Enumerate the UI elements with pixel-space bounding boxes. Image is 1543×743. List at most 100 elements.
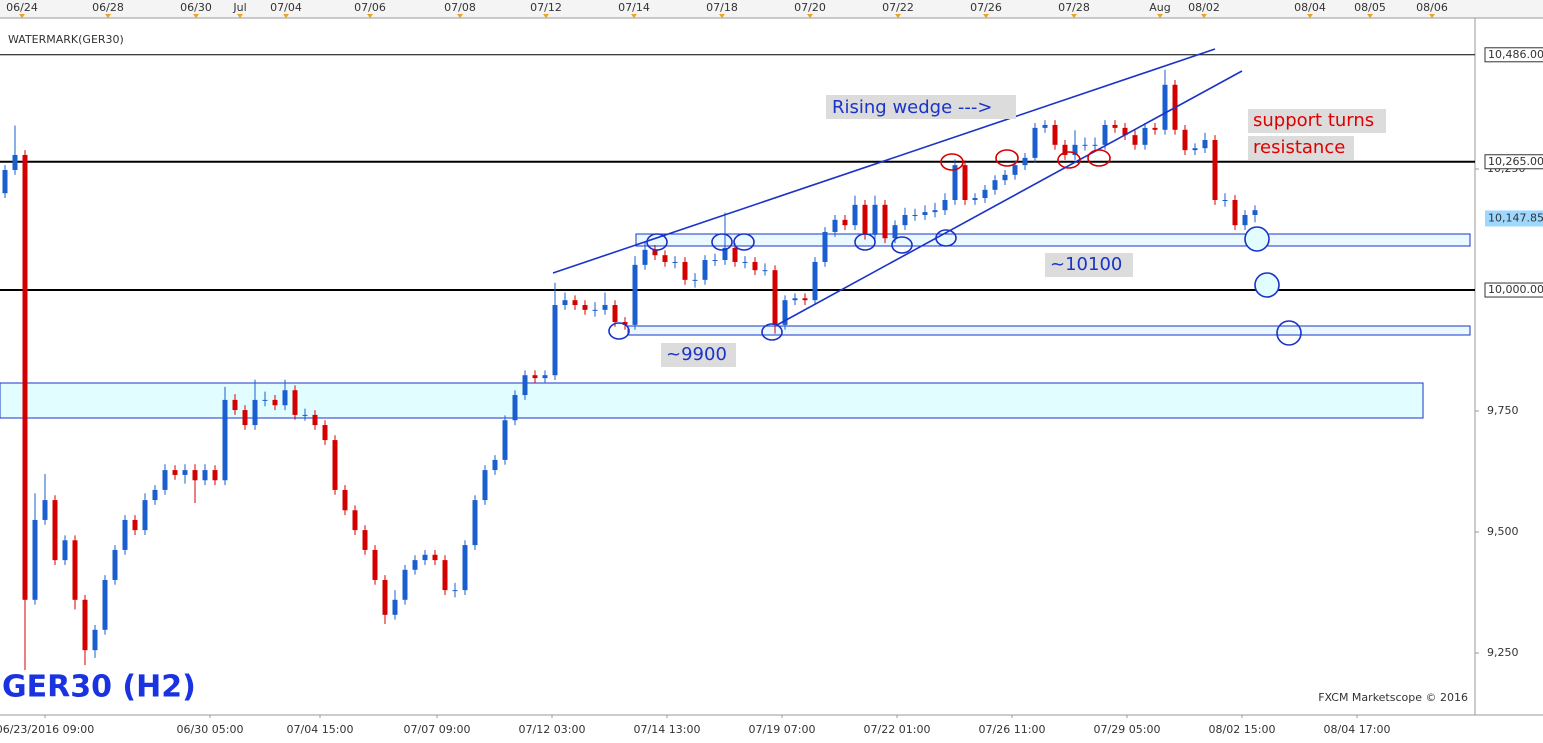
circle [940,153,964,171]
wedge-lower-line [776,70,1243,326]
candle-body [162,470,168,490]
candle-body [32,519,38,600]
top-x-tick-label: Aug [1149,1,1170,14]
candle-body [692,279,698,281]
current-price-label: 10,147.85 [1488,211,1543,224]
top-x-tick [895,14,901,18]
candle-body [2,169,8,194]
x-tick-label: 06/23/2016 09:00 [0,723,94,736]
current-price-box [1485,210,1543,227]
candle-body [942,199,948,211]
label-box [1045,253,1133,277]
credit: FXCM Marketscope © 2016 [1318,691,1468,704]
candle-body [72,540,78,600]
candle-body [922,212,928,215]
candle-body [362,530,368,550]
candle-body [252,399,258,426]
top-x-tick-label: 06/24 [6,1,38,14]
circle [608,322,630,340]
x-tick-label: 07/07 09:00 [404,723,471,736]
top-x-tick-label: 07/26 [970,1,1002,14]
level-label-box [1484,282,1543,298]
top-x-tick [719,14,725,18]
candles [2,69,1258,670]
level-label-box [1484,47,1543,63]
candle-body [232,399,238,411]
candle-body [1102,124,1108,145]
candle-body [122,519,128,550]
candle-body [982,189,988,199]
candle-body [1182,129,1188,151]
candle-body [1192,148,1198,151]
candle-body [802,298,808,301]
top-x-tick [1157,14,1163,18]
level-label: 10,000.00 [1488,283,1543,296]
candle-body [282,390,288,406]
top-x-tick-label: 07/18 [706,1,738,14]
candle-body [242,410,248,426]
candle-body [42,500,48,520]
candle-body [1212,139,1218,200]
candle-body [782,300,788,325]
candle-body [262,399,268,401]
annotation: ~10100 [1050,254,1122,275]
x-tick-label: 07/22 01:00 [864,723,931,736]
levels [0,54,1475,292]
top-x-tick [631,14,637,18]
candle-body [482,470,488,501]
top-x-tick [367,14,373,18]
label-box [1248,136,1354,160]
candle-body [612,305,618,322]
level-label-box [1484,154,1543,170]
candle-body [762,270,768,272]
candle-body [862,204,868,235]
top-x-tick-label: 06/28 [92,1,124,14]
candle-body [842,219,848,226]
candle-body [732,247,738,262]
top-x-tick [543,14,549,18]
candle-body [662,255,668,262]
top-x-tick-label: 07/04 [270,1,302,14]
candle-body [452,590,458,592]
candle-body [212,470,218,481]
candle-body [202,470,208,481]
circle [646,233,668,251]
candle-body [22,154,28,600]
circle [1244,226,1270,252]
candle-body [402,569,408,600]
candle-body [82,599,88,651]
candle-body [172,470,178,475]
zone-9900 [627,325,1471,336]
top-x-tick-label: 07/12 [530,1,562,14]
candle-body [902,214,908,226]
candle-body [912,214,918,216]
top-x-tick [457,14,463,18]
candle-body [412,560,418,570]
candle-body [342,489,348,511]
candle-body [312,414,318,426]
drawings [552,48,1302,346]
candle-body [1002,174,1008,181]
support-zone [0,382,1424,419]
top-x-tick-label: 07/08 [444,1,476,14]
candle-body [752,261,758,271]
candle-body [592,309,598,311]
level-label: 10,265.00 [1488,155,1543,168]
candle-body [572,300,578,306]
candle-body [812,261,818,301]
circle [854,233,876,251]
top-x-tick [283,14,289,18]
annotation-labels: Rising wedge ---> support turns resistan… [661,95,1386,367]
candle-body [1222,199,1228,201]
candle-body [1052,124,1058,145]
candle-body [422,554,428,561]
candle-body [682,261,688,280]
x-tick-label: 07/12 03:00 [519,723,586,736]
candle-body [832,219,838,232]
top-axis-strip [0,0,1543,18]
candle-body [532,375,538,379]
x-tick-label: 08/04 17:00 [1324,723,1391,736]
candle-body [892,225,898,239]
candle-body [992,180,998,190]
candle-body [1252,210,1258,215]
